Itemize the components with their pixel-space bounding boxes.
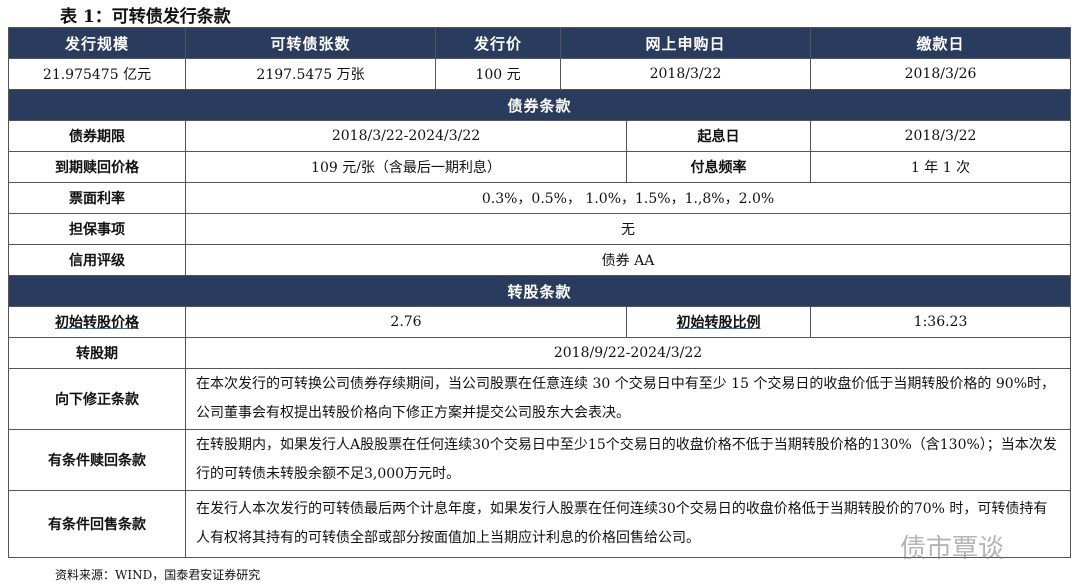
row-label: 起息日 — [625, 120, 812, 152]
table-title: 表 1：可转债发行条款 — [60, 7, 231, 27]
cell: 2197.5475 万张 — [185, 58, 436, 90]
cell: 在转股期内，如果发行人A股股票在任何连续30个交易日中至少15个交易日的收盘价格… — [184, 429, 1072, 491]
table-row: 21.975475 亿元 2197.5475 万张 100 元 2018/3/2… — [8, 58, 1072, 90]
cell: 2.76 — [185, 306, 627, 338]
header-cell: 发行规模 — [8, 27, 186, 59]
row-label: 初始转股比例 — [625, 306, 812, 338]
header-row: 发行规模 可转债张数 发行价 网上申购日 缴款日 — [8, 27, 1072, 59]
cell: 2018/3/22-2024/3/22 — [185, 120, 627, 152]
table-row: 信用评级 债券 AA — [8, 244, 1072, 276]
section-header: 债券条款 — [7, 89, 1072, 121]
source-note: 资料来源：WIND，国泰君安证券研究 — [55, 568, 261, 582]
cell: 在发行人本次发行的可转债最后两个计息年度，如果发行人股票在任何连续30个交易日的… — [184, 490, 1072, 558]
table-row: 初始转股价格 2.76 初始转股比例 1:36.23 — [8, 306, 1072, 338]
table-row: 债券期限 2018/3/22-2024/3/22 起息日 2018/3/22 — [8, 120, 1072, 152]
cell: 2018/3/22 — [810, 120, 1072, 152]
row-label: 有条件赎回条款 — [8, 429, 186, 491]
table-row: 转股期 2018/9/22-2024/3/22 — [8, 337, 1072, 369]
section-header: 转股条款 — [7, 275, 1072, 307]
header-cell: 可转债张数 — [185, 27, 436, 59]
cell: 在本次发行的可转换公司债券存续期间，当公司股票在任意连续 30 个交易日中有至少… — [184, 368, 1072, 430]
watermark: 债市覃谈 — [900, 534, 1005, 564]
cell: 100 元 — [435, 58, 561, 90]
header-cell: 缴款日 — [810, 27, 1072, 59]
header-cell: 网上申购日 — [559, 27, 812, 59]
cell: 无 — [184, 213, 1072, 245]
row-label: 到期赎回价格 — [8, 151, 186, 183]
row-label: 信用评级 — [8, 244, 186, 276]
bond-terms-table: 发行规模 可转债张数 发行价 网上申购日 缴款日 21.975475 亿元 21… — [7, 27, 1072, 558]
cell: 2018/3/22 — [559, 58, 812, 90]
row-label: 票面利率 — [8, 182, 186, 214]
row-label: 有条件回售条款 — [8, 490, 186, 558]
cell: 2018/9/22-2024/3/22 — [184, 337, 1072, 369]
row-label: 担保事项 — [8, 213, 186, 245]
header-cell: 发行价 — [435, 27, 561, 59]
table-row: 有条件赎回条款 在转股期内，如果发行人A股股票在任何连续30个交易日中至少15个… — [8, 429, 1072, 491]
row-label: 转股期 — [8, 337, 186, 369]
table-row: 担保事项 无 — [8, 213, 1072, 245]
cell: 0.3%，0.5%， 1.0%，1.5%，1.,8%，2.0% — [184, 182, 1072, 214]
cell: 21.975475 亿元 — [8, 58, 186, 90]
row-label: 付息频率 — [625, 151, 812, 183]
table-row: 向下修正条款 在本次发行的可转换公司债券存续期间，当公司股票在任意连续 30 个… — [8, 368, 1072, 430]
cell: 109 元/张（含最后一期利息） — [185, 151, 627, 183]
table-row: 到期赎回价格 109 元/张（含最后一期利息） 付息频率 1 年 1 次 — [8, 151, 1072, 183]
row-label: 债券期限 — [8, 120, 186, 152]
cell: 1:36.23 — [810, 306, 1072, 338]
table-row: 有条件回售条款 在发行人本次发行的可转债最后两个计息年度，如果发行人股票在任何连… — [8, 490, 1072, 558]
cell: 2018/3/26 — [810, 58, 1072, 90]
cell: 债券 AA — [184, 244, 1072, 276]
row-label: 初始转股价格 — [8, 306, 186, 338]
row-label: 向下修正条款 — [8, 368, 186, 430]
cell: 1 年 1 次 — [810, 151, 1072, 183]
table-row: 票面利率 0.3%，0.5%， 1.0%，1.5%，1.,8%，2.0% — [8, 182, 1072, 214]
